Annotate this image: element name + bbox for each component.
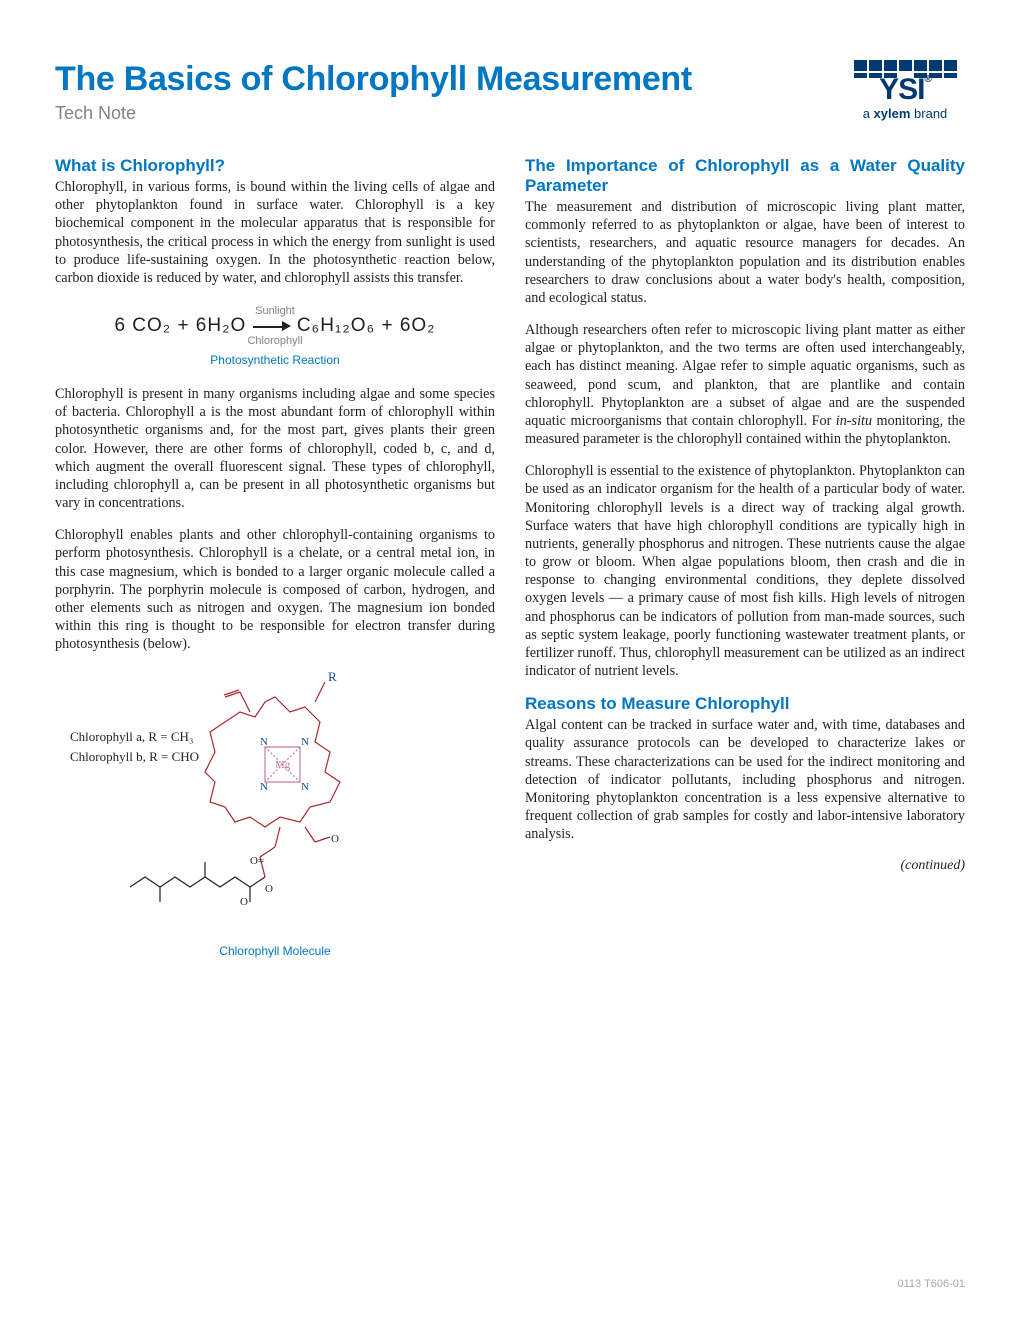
- equation: Sunlight 6 CO₂ + 6H₂O C₆H₁₂O₆ + 6O₂ Chlo…: [55, 305, 495, 367]
- mol-O3: O: [240, 896, 248, 908]
- section-what-is: What is Chlorophyll?: [55, 156, 495, 176]
- title-block: The Basics of Chlorophyll Measurement Te…: [55, 60, 845, 124]
- mol-N4: N: [301, 781, 309, 793]
- eq-label: Photosynthetic Reaction: [55, 353, 495, 367]
- p2-italic: in-situ: [836, 413, 872, 429]
- molecule-legend: Chlorophyll a, R = CH₃ Chlorophyll b, R …: [70, 727, 199, 766]
- registered-icon: ®: [924, 74, 930, 85]
- page-title: The Basics of Chlorophyll Measurement: [55, 60, 845, 99]
- tagline-bold: xylem: [874, 106, 911, 121]
- tagline-a: a: [863, 106, 874, 121]
- mol-Oeq: O=: [250, 855, 264, 867]
- footer-docid: 0113 T606-01: [898, 1278, 965, 1290]
- page-subtitle: Tech Note: [55, 103, 845, 124]
- logo: YSI® a xylem brand: [845, 60, 965, 121]
- eq-reactant: 6 CO₂ + 6H₂O: [114, 315, 246, 336]
- molecule-label: Chlorophyll Molecule: [55, 944, 495, 958]
- para-right-1: The measurement and distribution of micr…: [525, 198, 965, 307]
- mol-N3: N: [260, 781, 268, 793]
- molecule-diagram: Chlorophyll a, R = CH₃ Chlorophyll b, R …: [55, 667, 495, 958]
- section-importance: The Importance of Chlorophyll as a Water…: [525, 156, 965, 196]
- mol-O2: O: [265, 883, 273, 895]
- mol-O1: O: [331, 833, 339, 845]
- legend-a: Chlorophyll a, R = CH₃: [70, 727, 199, 747]
- header: The Basics of Chlorophyll Measurement Te…: [55, 60, 965, 124]
- para-right-3: Chlorophyll is essential to the existenc…: [525, 462, 965, 680]
- para-left-1: Chlorophyll, in various forms, is bound …: [55, 178, 495, 287]
- legend-b: Chlorophyll b, R = CHO: [70, 747, 199, 767]
- left-column: What is Chlorophyll? Chlorophyll, in var…: [55, 156, 495, 958]
- logo-brand-text: YSI: [879, 73, 924, 106]
- right-column: The Importance of Chlorophyll as a Water…: [525, 156, 965, 958]
- eq-main: 6 CO₂ + 6H₂O C₆H₁₂O₆ + 6O₂: [55, 315, 495, 337]
- para-left-3: Chlorophyll enables plants and other chl…: [55, 526, 495, 653]
- logo-tagline: a xylem brand: [845, 106, 965, 121]
- para-right-2: Although researchers often refer to micr…: [525, 321, 965, 448]
- eq-product: C₆H₁₂O₆ + 6O₂: [297, 315, 436, 336]
- mol-N1: N: [260, 736, 268, 748]
- continued: (continued): [525, 858, 965, 874]
- section-reasons: Reasons to Measure Chlorophyll: [525, 694, 965, 714]
- content-columns: What is Chlorophyll? Chlorophyll, in var…: [55, 156, 965, 958]
- logo-brand: YSI®: [845, 78, 965, 102]
- mol-N2: N: [301, 736, 309, 748]
- molecule-svg-icon: R Mg N N N N O= O O O: [105, 667, 445, 937]
- para-left-2: Chlorophyll is present in many organisms…: [55, 385, 495, 512]
- tagline-b: brand: [910, 106, 947, 121]
- mol-R: R: [328, 669, 337, 684]
- mol-Mg: Mg: [275, 759, 291, 771]
- para-right-4: Algal content can be tracked in surface …: [525, 716, 965, 843]
